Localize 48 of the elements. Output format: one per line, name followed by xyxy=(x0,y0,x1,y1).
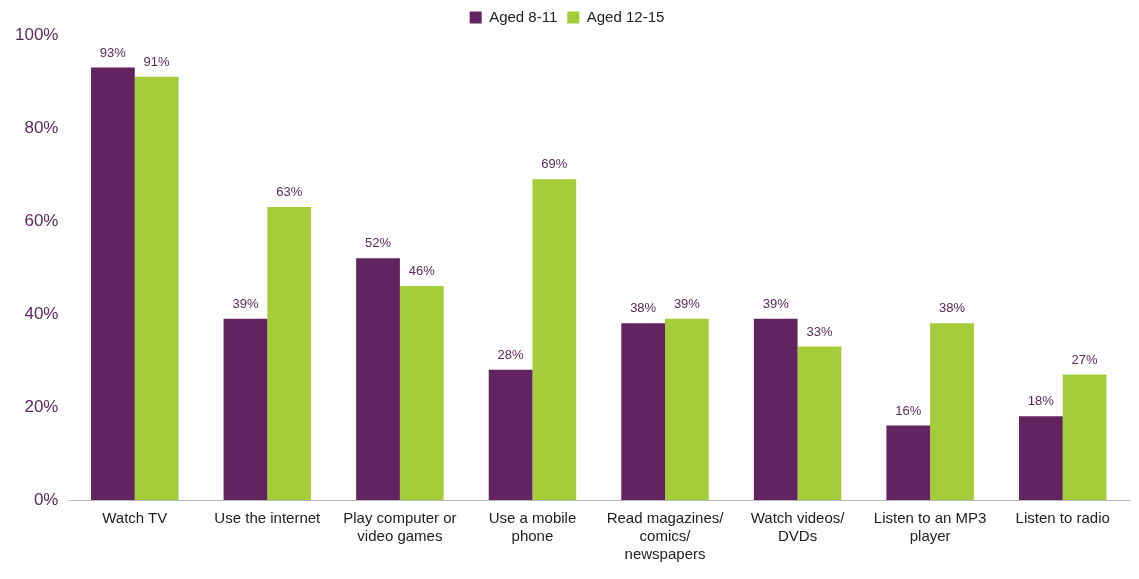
bar xyxy=(356,258,400,500)
bar xyxy=(91,67,135,500)
bar xyxy=(665,318,709,500)
x-tick-label: Watch videos/ DVDs xyxy=(750,509,846,545)
bar xyxy=(886,425,931,500)
y-tick-label: 40% xyxy=(24,303,59,323)
bar xyxy=(399,286,444,500)
text: 39% xyxy=(673,295,700,311)
text: 69% xyxy=(541,156,568,172)
bar xyxy=(753,318,798,500)
x-tick-label: Play computer or video games xyxy=(343,509,457,545)
bar xyxy=(532,179,577,500)
text: 38% xyxy=(630,300,657,316)
text: 52% xyxy=(365,235,392,251)
y-tick-label: 80% xyxy=(24,117,59,137)
legend-label: Aged 12-15 xyxy=(586,7,665,25)
text: 33% xyxy=(806,323,833,339)
text: 38% xyxy=(939,300,966,316)
bar xyxy=(488,369,533,500)
text: 39% xyxy=(762,295,789,311)
text: 93% xyxy=(99,44,126,60)
text: 63% xyxy=(276,184,303,200)
text: 28% xyxy=(497,346,524,362)
x-tick-label: Listen to an MP3 player xyxy=(873,509,987,545)
bar xyxy=(1062,374,1107,500)
x-tick-label: Use the internet xyxy=(214,509,322,527)
y-tick-label: 20% xyxy=(24,396,59,416)
bar xyxy=(223,318,268,500)
text: 46% xyxy=(408,263,435,279)
bar xyxy=(1018,416,1063,500)
y-tick-label: 60% xyxy=(24,210,59,230)
legend-label: Aged 8-11 xyxy=(489,7,558,25)
text: 27% xyxy=(1071,351,1098,367)
x-tick-label: Watch TV xyxy=(102,509,168,527)
bar xyxy=(134,76,179,500)
text: 16% xyxy=(895,402,922,418)
bar xyxy=(621,323,666,500)
x-tick-label: Use a mobile phone xyxy=(488,509,577,545)
bar xyxy=(797,346,842,500)
bar xyxy=(930,323,974,500)
text: 91% xyxy=(143,53,170,69)
bar xyxy=(267,207,312,500)
text: 18% xyxy=(1027,393,1054,409)
y-tick-label: 0% xyxy=(33,489,59,509)
x-tick-label: Listen to radio xyxy=(1015,509,1110,527)
text: 39% xyxy=(232,295,259,311)
y-tick-label: 100% xyxy=(15,24,59,44)
x-tick-label: Read magazines/ comics/ newspapers xyxy=(606,509,725,563)
